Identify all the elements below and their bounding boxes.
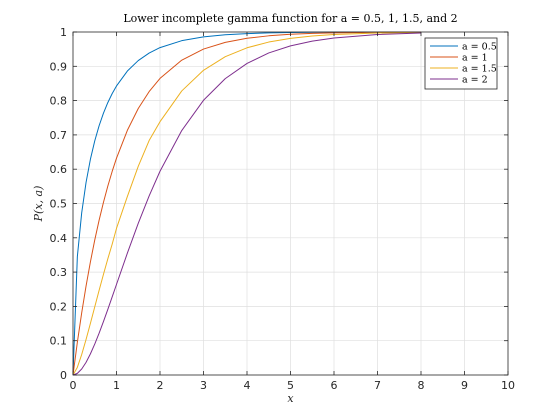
x-tick-label: 10: [501, 379, 515, 392]
y-tick-label: 0.6: [50, 163, 68, 176]
x-tick-label: 1: [113, 379, 120, 392]
horizontal-gridlines: [73, 65, 508, 342]
x-tick-label: 0: [70, 379, 77, 392]
y-tick-label: 0.7: [50, 129, 68, 142]
y-ticks: 0 0.1 0.2 0.3 0.4 0.5 0.6 0.7 0.8 0.9 1: [50, 26, 508, 382]
legend-label-4: a = 2: [462, 75, 488, 86]
y-tick-label: 1: [60, 26, 67, 39]
chart-title: Lower incomplete gamma function for a = …: [123, 12, 457, 25]
y-tick-label: 0.8: [50, 95, 68, 108]
legend-label-3: a = 1.5: [462, 64, 497, 75]
x-tick-label: 7: [374, 379, 381, 392]
y-tick-label: 0.4: [50, 232, 68, 245]
y-tick-label: 0.5: [50, 198, 68, 211]
y-axis-label: P(x, a): [32, 186, 45, 223]
legend-label-1: a = 0.5: [462, 42, 497, 53]
x-tick-label: 9: [461, 379, 468, 392]
x-tick-label: 3: [200, 379, 207, 392]
legend-entries: a = 0.5a = 1a = 1.5a = 2: [430, 42, 497, 86]
x-ticks: 0 1 2 3 4 5 6 7 8 9 10: [70, 32, 515, 392]
y-tick-label: 0.9: [50, 60, 68, 73]
legend-label-2: a = 1: [462, 53, 488, 64]
y-tick-label: 0.1: [50, 335, 68, 348]
series-line-4: [72, 32, 422, 376]
series-line-3: [72, 31, 422, 376]
legend: a = 0.5a = 1a = 1.5a = 2: [424, 37, 498, 90]
y-tick-label: 0: [60, 369, 67, 382]
x-axis-label: x: [287, 392, 294, 405]
x-tick-label: 6: [331, 379, 338, 392]
y-tick-label: 0.3: [50, 266, 68, 279]
x-tick-label: 2: [157, 379, 164, 392]
x-tick-label: 5: [287, 379, 294, 392]
x-tick-label: 4: [244, 379, 251, 392]
y-tick-label: 0.2: [50, 300, 68, 313]
x-tick-label: 8: [418, 379, 425, 392]
